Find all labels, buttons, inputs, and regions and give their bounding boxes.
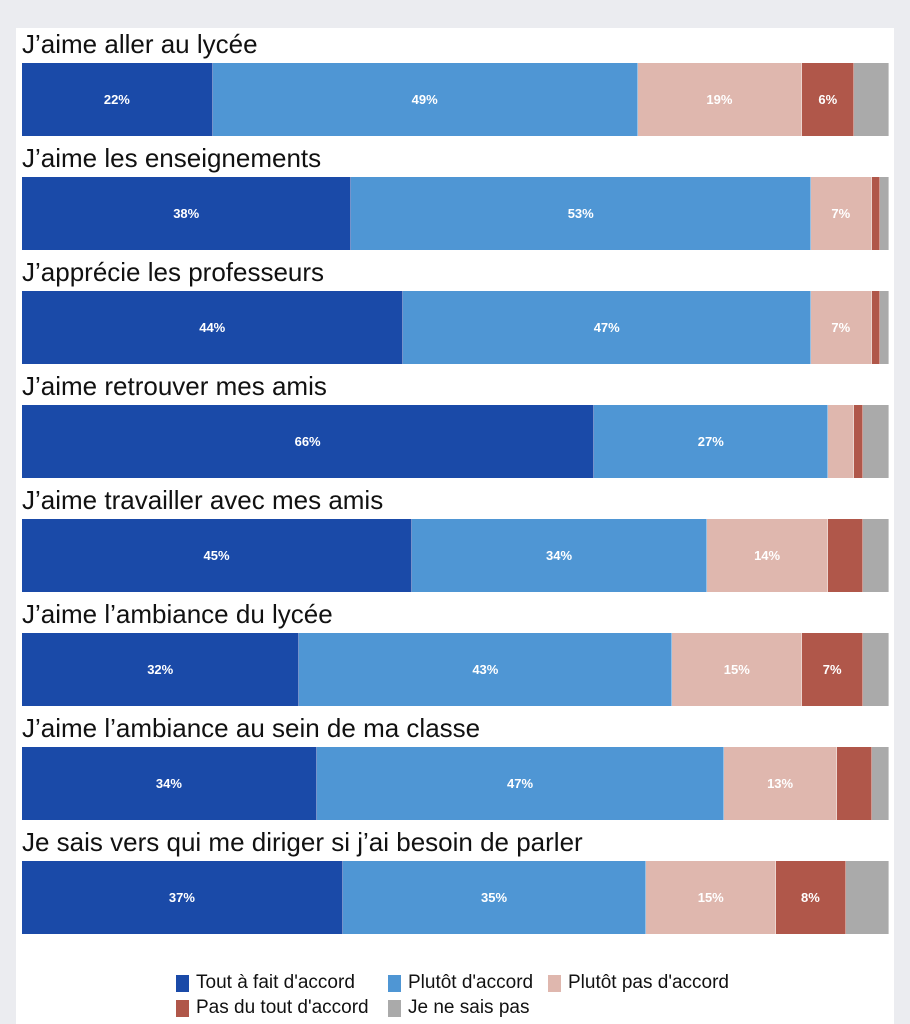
category-label: J’aime l’ambiance du lycée: [22, 599, 333, 629]
category-label: J’aime retrouver mes amis: [22, 371, 327, 401]
legend-label: Tout à fait d'accord: [196, 972, 355, 993]
bar-row: 37% 35% 15% 8%: [22, 861, 889, 934]
bar-segment: [836, 747, 872, 820]
bar-segment: 34%: [412, 519, 707, 592]
bar-segment: [862, 633, 889, 706]
bar-segment: 7%: [802, 633, 863, 706]
bar-row: 38% 53% 7%: [22, 177, 889, 250]
bar-segment: 38%: [22, 177, 352, 250]
bar-segment: [854, 405, 863, 478]
legend-swatch: [388, 974, 401, 992]
legend-swatch: [388, 999, 401, 1017]
bar-segment: 32%: [22, 633, 300, 706]
bar-segment: [845, 861, 889, 934]
legend-label: Je ne sais pas: [408, 997, 530, 1018]
bar-segment: [854, 63, 889, 136]
legend-swatch: [176, 974, 189, 992]
legend-item: Je ne sais pas: [388, 997, 529, 1019]
bar-row: 66% 27%: [22, 405, 889, 478]
category-label: J’aime les enseignements: [22, 143, 322, 173]
bar-segment: 27%: [594, 405, 829, 478]
bar-segment: 45%: [22, 519, 413, 592]
legend-item: Plutôt pas d'accord: [548, 972, 729, 994]
bar-segment: 49%: [212, 63, 638, 136]
bar-segment: 7%: [810, 291, 872, 364]
bar-segment: 66%: [22, 405, 595, 478]
bar-segment: [828, 405, 855, 478]
bar-segment: 6%: [802, 63, 855, 136]
legend-swatch: [548, 974, 561, 992]
category-label: J’aime aller au lycée: [22, 29, 258, 59]
legend-item: Tout à fait d'accord: [176, 972, 355, 994]
bar-row: 32% 43% 15% 7%: [22, 633, 889, 706]
bar-segment: [871, 177, 881, 250]
bar-segment: [880, 177, 889, 250]
category-label: Je sais vers qui me diriger si j’ai beso…: [22, 827, 583, 857]
bar-segment: 43%: [299, 633, 673, 706]
category-label: J’aime l’ambiance au sein de ma classe: [22, 713, 481, 743]
bar-segment: 22%: [22, 63, 213, 136]
legend-item: Pas du tout d'accord: [176, 997, 369, 1019]
legend-item: Plutôt d'accord: [388, 972, 533, 994]
bar-segment: 35%: [342, 861, 647, 934]
bar-segment: [862, 405, 889, 478]
bar-segment: 14%: [706, 519, 829, 592]
bar-segment: 47%: [316, 747, 725, 820]
bar-segment: 37%: [22, 861, 343, 934]
legend-label: Plutôt d'accord: [408, 972, 534, 993]
bar-segment: [828, 519, 863, 592]
bar-segment: [862, 519, 889, 592]
category-label: J’aime travailler avec mes amis: [22, 485, 384, 515]
bar-segment: [871, 747, 889, 820]
legend-label: Plutôt pas d'accord: [568, 972, 729, 993]
bar-segment: 19%: [637, 63, 803, 136]
legend-swatch: [176, 999, 189, 1017]
bar-segment: 53%: [351, 177, 811, 250]
bar-segment: 7%: [810, 177, 872, 250]
bar-row: 22% 49% 19% 6%: [22, 63, 889, 136]
bar-segment: 15%: [672, 633, 803, 706]
bar-segment: 34%: [22, 747, 317, 820]
bar-row: 44% 47% 7%: [22, 291, 889, 364]
bar-segment: 8%: [776, 861, 846, 934]
bar-row: 34% 47% 13%: [22, 747, 889, 820]
bar-segment: 47%: [403, 291, 811, 364]
bar-segment: 13%: [724, 747, 837, 820]
bar-segment: [880, 291, 889, 364]
bar-segment: 15%: [646, 861, 777, 934]
bar-segment: 44%: [22, 291, 404, 364]
bar-row: 45% 34% 14%: [22, 519, 889, 592]
category-label: J’apprécie les professeurs: [22, 257, 325, 287]
bar-segment: [871, 291, 881, 364]
legend-label: Pas du tout d'accord: [196, 997, 369, 1018]
